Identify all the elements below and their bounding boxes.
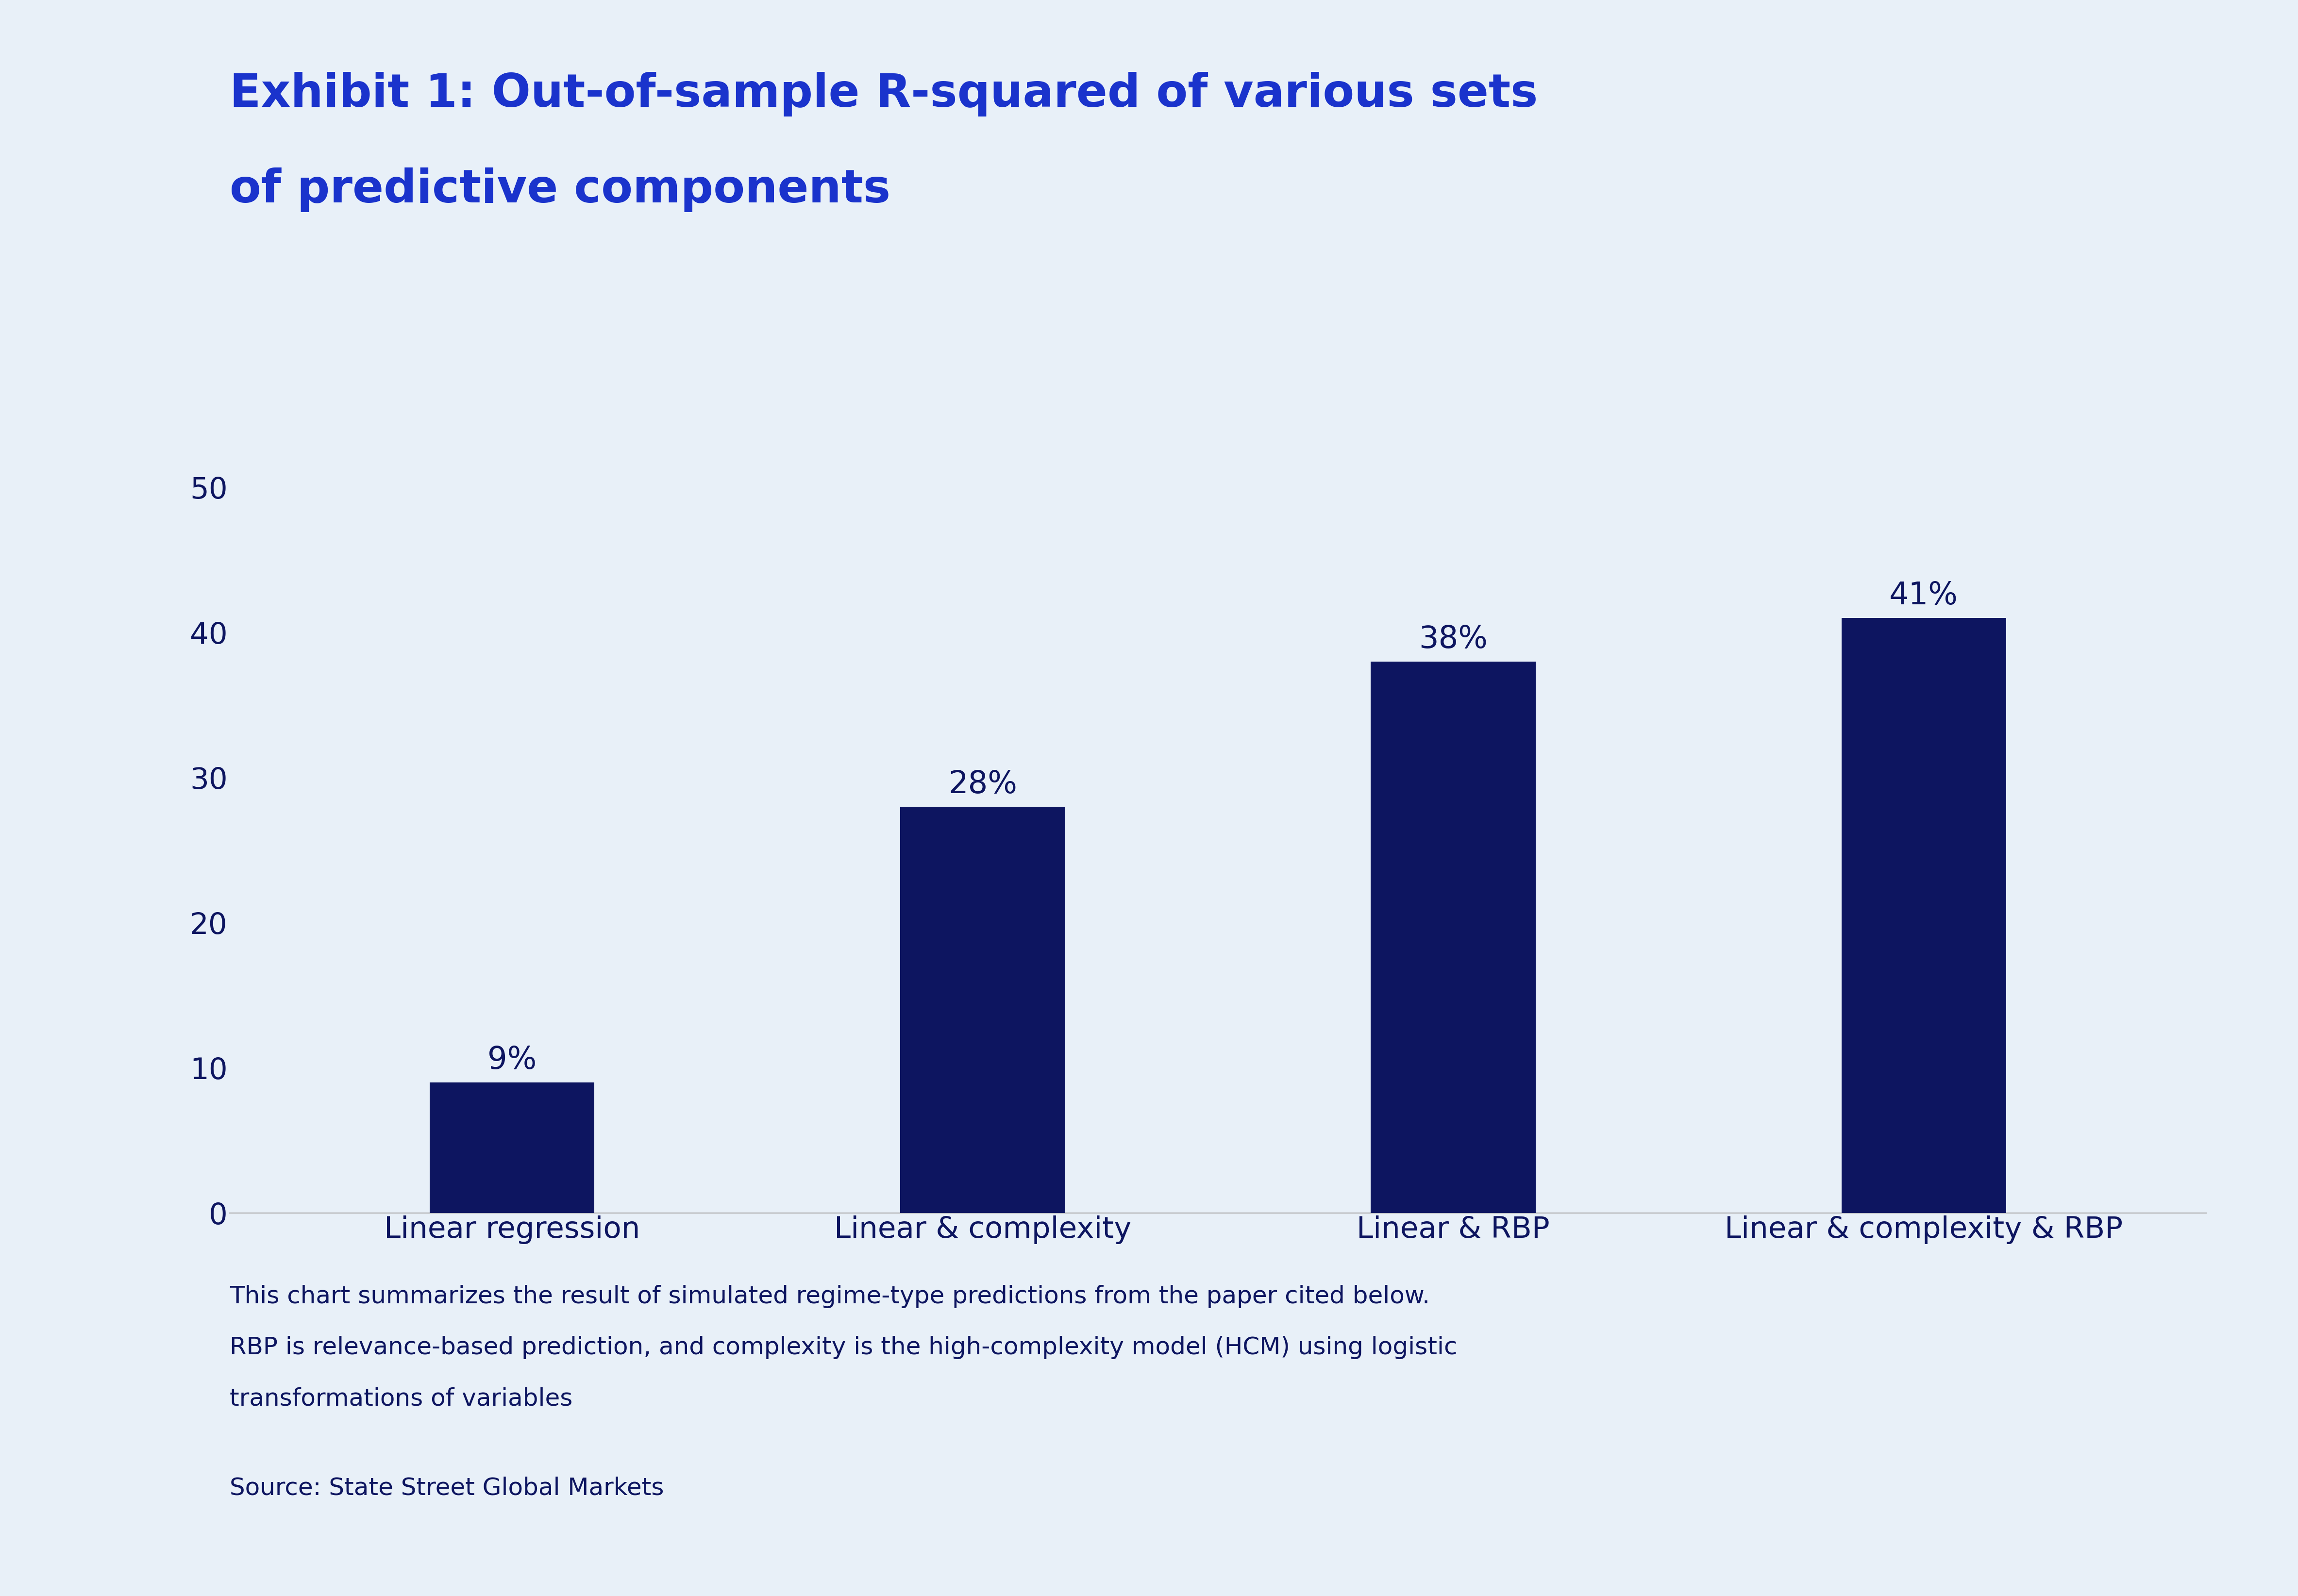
Text: 28%: 28% xyxy=(949,769,1018,800)
Text: 9%: 9% xyxy=(487,1045,538,1076)
Text: This chart summarizes the result of simulated regime-type predictions from the p: This chart summarizes the result of simu… xyxy=(230,1285,1429,1309)
Bar xyxy=(430,1082,595,1213)
Text: 38%: 38% xyxy=(1418,624,1487,654)
Text: Source: State Street Global Markets: Source: State Street Global Markets xyxy=(230,1476,664,1500)
Text: Exhibit 1: Out-of-sample R-squared of various sets: Exhibit 1: Out-of-sample R-squared of va… xyxy=(230,72,1537,117)
Text: RBP is relevance-based prediction, and complexity is the high-complexity model (: RBP is relevance-based prediction, and c… xyxy=(230,1336,1457,1360)
Text: of predictive components: of predictive components xyxy=(230,168,892,212)
Text: 41%: 41% xyxy=(1889,581,1958,611)
Text: transformations of variables: transformations of variables xyxy=(230,1387,572,1411)
Bar xyxy=(1372,662,1535,1213)
Bar xyxy=(901,806,1064,1213)
Bar xyxy=(1841,618,2006,1213)
